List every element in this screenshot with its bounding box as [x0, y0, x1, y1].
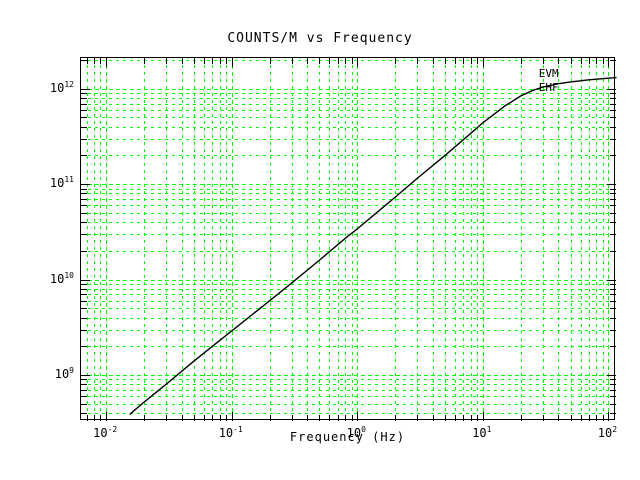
y-tick-label: 1012 — [49, 79, 74, 95]
curve-annotation-label: EVM — [538, 66, 559, 80]
x-axis-label: Frequency (Hz) — [289, 430, 406, 444]
y-tick-label: 1010 — [49, 270, 74, 286]
y-tick-label: 1011 — [49, 175, 74, 191]
data-curve — [129, 76, 617, 415]
x-tick-label: 101 — [472, 425, 492, 441]
x-tick-label: 100 — [346, 425, 366, 441]
x-tick-label: 10-2 — [93, 425, 118, 441]
plot-area — [80, 57, 617, 421]
x-tick-label: 102 — [597, 425, 618, 441]
y-tick-label: 109 — [54, 366, 74, 382]
axis-ticks — [81, 58, 616, 421]
x-tick-label: 10-1 — [218, 425, 243, 441]
chart-title: COUNTS/M vs Frequency — [227, 31, 413, 46]
grid-lines — [81, 58, 616, 421]
curve-annotation-label: EHF — [538, 80, 559, 94]
